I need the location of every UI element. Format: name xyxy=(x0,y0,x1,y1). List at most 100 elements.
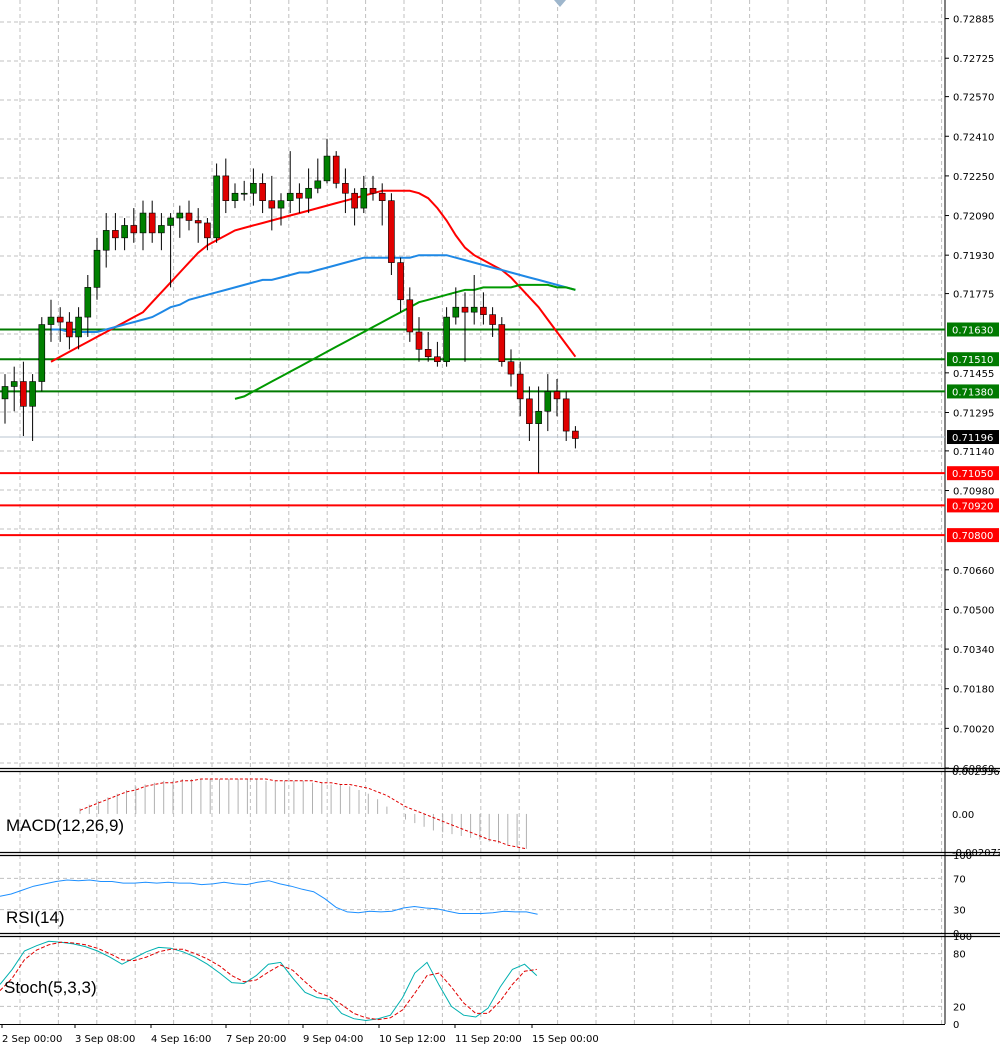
stoch-title: Stoch(5,3,3) xyxy=(4,978,97,997)
candle-body xyxy=(158,225,165,234)
candle-body xyxy=(489,314,496,325)
price-tick-label: 0.71455 xyxy=(953,369,994,380)
candle-body xyxy=(424,349,432,358)
scroll-marker-icon xyxy=(554,0,566,7)
moving-average-line xyxy=(51,254,576,333)
support-line-label: 0.70800 xyxy=(952,531,993,542)
candle-body xyxy=(378,192,386,201)
candle-body xyxy=(139,212,147,234)
rsi-tick-label: 30 xyxy=(953,906,966,917)
date-label: 4 Sep 16:00 xyxy=(151,1034,211,1045)
candle-body xyxy=(167,217,174,226)
price-tick-label: 0.71775 xyxy=(953,290,994,301)
stoch-tick-label: 20 xyxy=(953,1002,966,1013)
candle-body xyxy=(480,306,487,315)
rsi-line xyxy=(0,879,538,915)
candle-body xyxy=(323,155,331,182)
candle-body xyxy=(66,321,73,338)
candle-body xyxy=(415,331,423,350)
candle-body xyxy=(544,391,552,412)
candle-body xyxy=(562,398,570,432)
candle-body xyxy=(507,361,515,375)
candle-body xyxy=(121,225,128,239)
current-price-label: 0.71196 xyxy=(952,433,993,444)
price-tick-label: 0.70180 xyxy=(953,685,994,696)
price-tick-label: 0.70500 xyxy=(953,605,994,616)
price-tick-label: 0.72410 xyxy=(953,132,994,143)
candle-body xyxy=(250,183,257,194)
candle-body xyxy=(93,249,101,288)
stoch-tick-label: 100 xyxy=(953,932,972,943)
support-line-label-bg xyxy=(947,528,999,543)
rsi-tick-label: 0 xyxy=(953,929,959,940)
candle-body xyxy=(38,324,46,382)
price-tick-label: 0.72570 xyxy=(953,93,994,104)
resistance-line-label: 0.71630 xyxy=(952,325,993,336)
date-label: 2 Sep 00:00 xyxy=(2,1034,62,1045)
candle-body xyxy=(397,262,404,301)
support-line-label: 0.71050 xyxy=(952,469,993,480)
resistance-line-label: 0.71380 xyxy=(952,387,993,398)
candle-body xyxy=(498,324,506,363)
price-tick-label: 0.70980 xyxy=(953,487,994,498)
resistance-line-label: 0.71510 xyxy=(952,355,993,366)
candle-body xyxy=(102,230,110,251)
candle-body xyxy=(332,155,340,184)
price-tick-label: 0.72885 xyxy=(953,15,994,26)
candle-body xyxy=(535,410,542,424)
price-tick-label: 0.70340 xyxy=(953,645,994,656)
candle-body xyxy=(277,200,285,209)
candle-body xyxy=(406,299,414,333)
candle-body xyxy=(231,192,239,201)
candle-body xyxy=(553,391,561,400)
candle-body xyxy=(176,212,184,219)
candle-body xyxy=(47,316,55,325)
candle-body xyxy=(204,222,211,239)
rsi-title: RSI(14) xyxy=(6,908,65,927)
candle-body xyxy=(360,187,368,209)
support-line-label-bg xyxy=(947,498,999,513)
rsi-panel: RSI(14) xyxy=(0,877,945,927)
macd-title: MACD(12,26,9) xyxy=(6,816,124,835)
grid xyxy=(0,0,945,1024)
rsi-tick-label: 100 xyxy=(953,851,972,862)
candle-body xyxy=(259,183,266,201)
resistance-line-label-bg xyxy=(947,352,999,367)
candle-body xyxy=(268,200,276,209)
candle-body xyxy=(572,430,579,439)
macd-tick-label: 0.002336 xyxy=(952,767,1000,778)
candle-body xyxy=(84,287,92,318)
date-label: 15 Sep 00:00 xyxy=(532,1034,599,1045)
stoch-main-line xyxy=(0,940,538,1022)
candle-body xyxy=(75,316,82,338)
panel-frames xyxy=(0,0,1000,1025)
candle-body xyxy=(470,306,478,313)
support-line-label-bg xyxy=(947,466,999,481)
candle-body xyxy=(305,187,312,199)
price-tick-label: 0.71140 xyxy=(953,447,994,458)
candle-body xyxy=(10,381,18,387)
price-tick-label: 0.70020 xyxy=(953,724,994,735)
macd-panel: MACD(12,26,9) xyxy=(6,778,527,850)
macd-tick-label: -0.002072 xyxy=(952,848,1000,859)
price-tick-label: 0.72250 xyxy=(953,172,994,183)
candle-body xyxy=(222,175,230,201)
price-tick-label: 0.72725 xyxy=(953,54,994,65)
stoch-tick-label: 0 xyxy=(953,1020,959,1031)
current-price-label-bg xyxy=(947,430,999,445)
price-panel xyxy=(0,138,945,537)
stoch-tick-label: 80 xyxy=(953,950,966,961)
candle-body xyxy=(342,183,349,194)
macd-signal-line xyxy=(79,778,527,850)
candle-body xyxy=(56,316,64,323)
candle-body xyxy=(213,175,220,239)
date-label: 9 Sep 04:00 xyxy=(303,1034,363,1045)
price-tick-label: 0.71295 xyxy=(953,408,994,419)
candle-body xyxy=(20,381,27,407)
candle-body xyxy=(314,180,322,189)
stochastic-panel: Stoch(5,3,3) xyxy=(0,940,945,1022)
stoch-signal-line xyxy=(0,941,537,1021)
support-line-label: 0.70920 xyxy=(952,501,993,512)
candle-body xyxy=(351,192,358,209)
